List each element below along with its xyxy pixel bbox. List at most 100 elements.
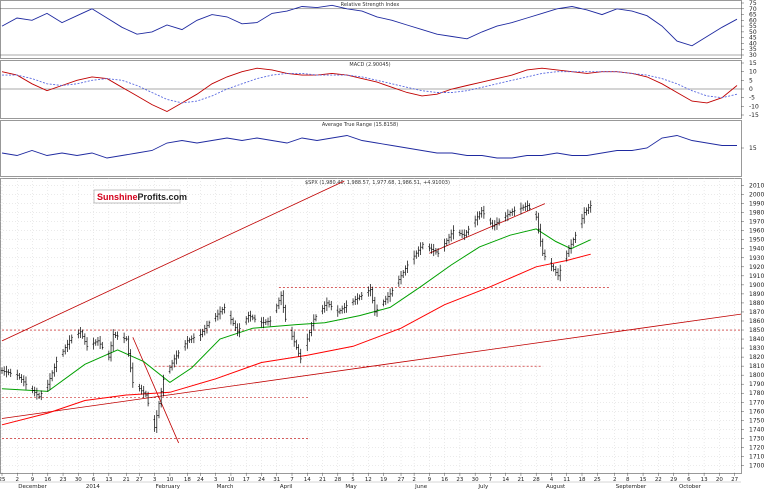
month-label: August: [546, 484, 566, 489]
month-label: December: [18, 484, 47, 489]
atr-ytick-label: 15: [749, 145, 757, 152]
date-tick-label: 31: [273, 477, 280, 483]
price-ytick-label: 1790: [749, 381, 764, 388]
date-tick-label: 25: [0, 477, 6, 483]
price-ytick-label: 1860: [749, 318, 764, 325]
month-label: September: [616, 484, 647, 489]
macd-ytick-label: -15: [749, 112, 759, 119]
date-tick-label: 7: [489, 477, 493, 483]
date-tick-label: 6: [92, 477, 96, 483]
date-tick-label: 24: [258, 477, 265, 483]
price-ytick-label: 1750: [749, 417, 764, 424]
date-tick-label: 7: [290, 477, 294, 483]
moving-average-short-line: [1, 228, 591, 392]
price-ytick-label: 1800: [749, 372, 764, 379]
macd-ytick-label: 5: [749, 77, 753, 84]
date-tick-label: 12: [365, 477, 372, 483]
trend-line: [1, 180, 345, 342]
macd-title: MACD (2.90045): [349, 62, 390, 68]
panel-frame: [0, 0, 742, 59]
date-tick-label: 30: [75, 477, 82, 483]
price-panel: $SPX (1,980.46, 1,988.57, 1,977.68, 1,98…: [0, 178, 764, 473]
date-tick-label: 27: [731, 477, 738, 483]
macd-ytick-label: -10: [749, 103, 759, 110]
price-ytick-label: 2000: [749, 192, 764, 199]
date-tick-label: 19: [380, 477, 387, 483]
panel-frame: [0, 120, 742, 177]
date-tick-label: 27: [398, 477, 405, 483]
date-tick-label: 10: [166, 477, 173, 483]
price-plot-area: [0, 180, 741, 444]
price-ytick-label: 1710: [749, 453, 764, 460]
date-tick-label: 18: [579, 477, 586, 483]
price-ytick-label: 1920: [749, 264, 764, 271]
month-label: April: [280, 484, 293, 489]
date-tick-label: 30: [472, 477, 479, 483]
rsi-ytick-label: 75: [749, 0, 757, 7]
date-tick-label: 21: [319, 477, 326, 483]
macd-series-group: [1, 67, 738, 113]
macd-ytick-label: 10: [749, 69, 757, 76]
price-ytick-label: 1890: [749, 291, 764, 298]
price-ytick-label: 1770: [749, 399, 764, 406]
price-ytick-label: 1720: [749, 444, 764, 451]
rsi-ytick-label: 45: [749, 35, 757, 42]
price-ytick-label: 1990: [749, 201, 764, 208]
price-ytick-label: 1900: [749, 282, 764, 289]
trend-line: [1, 313, 741, 419]
date-tick-label: 17: [243, 477, 250, 483]
price-ytick-label: 1910: [749, 273, 764, 280]
date-tick-label: 5: [351, 477, 355, 483]
date-tick-label: 2: [412, 477, 416, 483]
macd-ytick-label: 15: [749, 60, 757, 67]
date-tick-label: 13: [105, 477, 112, 483]
month-label: March: [217, 484, 234, 489]
date-tick-label: 11: [563, 477, 570, 483]
price-ytick-label: 1850: [749, 327, 764, 334]
date-tick-label: 21: [517, 477, 524, 483]
date-tick-label: 27: [136, 477, 143, 483]
date-tick-label: 18: [184, 477, 191, 483]
rsi-ytick-label: 30: [749, 52, 757, 59]
date-tick-label: 14: [304, 477, 311, 483]
price-ytick-label: 1840: [749, 336, 764, 343]
date-tick-label: 21: [123, 477, 130, 483]
date-tick-label: 29: [670, 477, 677, 483]
price-ytick-label: 1780: [749, 390, 764, 397]
date-tick-label: 3: [153, 477, 157, 483]
date-tick-label: 13: [701, 477, 708, 483]
price-ytick-label: 2010: [749, 183, 764, 190]
date-tick-label: 8: [626, 477, 630, 483]
macd-ytick-label: -5: [749, 95, 755, 102]
macd-series-line: [2, 71, 738, 104]
macd-ytick-label: 0: [749, 86, 753, 93]
price-ytick-label: 1930: [749, 255, 764, 262]
price-ytick-label: 1870: [749, 309, 764, 316]
atr-series-line: [1, 135, 737, 159]
macd-panel: MACD (2.90045) 15 105 0 -5-10 -15: [0, 60, 759, 119]
price-ytick-label: 1730: [749, 435, 764, 442]
price-ytick-label: 1830: [749, 345, 764, 352]
date-tick-label: 3: [214, 477, 218, 483]
date-tick-label: 20: [716, 477, 723, 483]
rsi-ytick-label: 35: [749, 46, 757, 53]
month-label: 2014: [86, 484, 100, 489]
trend-line: [132, 337, 179, 444]
rsi-series-group: [1, 4, 738, 47]
date-tick-label: 24: [197, 477, 204, 483]
price-ytick-label: 1810: [749, 363, 764, 370]
date-tick-label: 16: [44, 477, 51, 483]
price-ytick-label: 1880: [749, 300, 764, 307]
logo-part2: Profits.com: [138, 192, 188, 202]
atr-title: Average True Range (15.8158): [322, 122, 398, 128]
date-tick-label: 23: [60, 477, 67, 483]
rsi-series-line: [1, 4, 738, 47]
price-ytick-label: 1980: [749, 210, 764, 217]
date-tick-label: 15: [640, 477, 647, 483]
rsi-ytick-label: 50: [749, 29, 757, 36]
month-label: June: [414, 484, 428, 489]
date-tick-label: 10: [227, 477, 234, 483]
month-label: October: [679, 484, 702, 489]
panel-frame: [0, 60, 742, 119]
price-ytick-label: 1760: [749, 408, 764, 415]
